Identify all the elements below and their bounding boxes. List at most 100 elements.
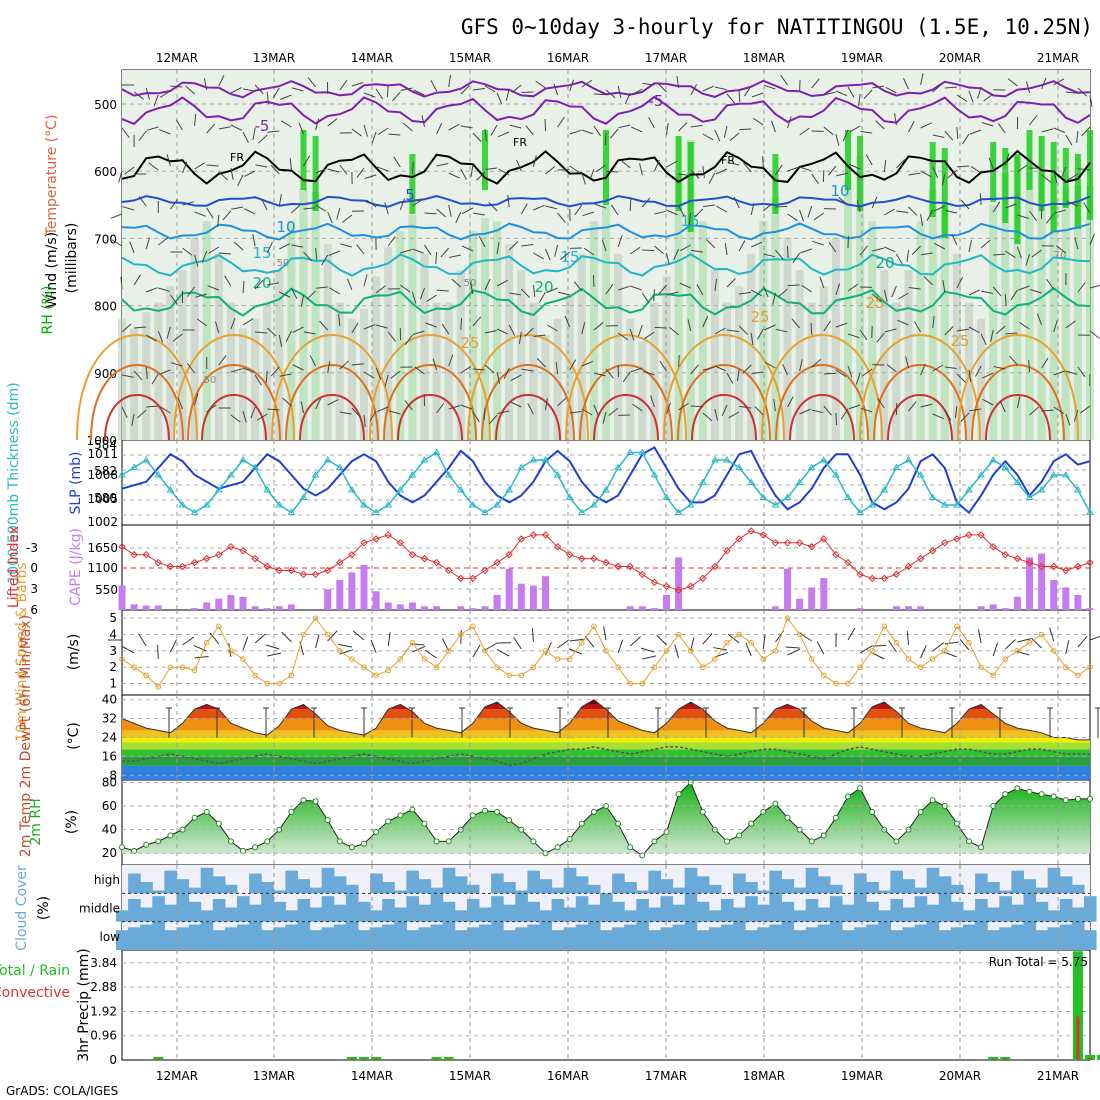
- temp-contour-label: 25: [460, 334, 479, 352]
- wind-barb: [792, 252, 801, 264]
- wind-barb: [328, 250, 340, 256]
- cloud-mid-bar: [999, 896, 1012, 922]
- wind-barb: [224, 275, 232, 287]
- li-point: [481, 566, 489, 575]
- thickness-point: [323, 456, 332, 463]
- wind-barb: [1004, 293, 1007, 307]
- wind-barb: [702, 204, 715, 208]
- slp-right-tick: 1011: [87, 447, 118, 461]
- wind-barb: [255, 164, 268, 168]
- precip-conv-bar: [350, 1058, 354, 1060]
- date-label-bottom: 15MAR: [449, 1069, 491, 1083]
- wind-barb: [666, 209, 678, 216]
- wind-barb: [145, 366, 148, 379]
- rh2m-point: [1062, 797, 1069, 804]
- cloud-ylabel: Cloud Cover: [14, 865, 30, 951]
- wind-barb: [980, 290, 993, 294]
- wind-barb: [581, 79, 593, 88]
- wind-barb: [230, 317, 236, 330]
- cloud-low-bar: [612, 927, 625, 950]
- wind-barb: [657, 83, 667, 93]
- wind-barb: [744, 85, 752, 97]
- wind-barb: [828, 241, 837, 253]
- wind-barb: [960, 199, 970, 210]
- li-point: [602, 558, 610, 567]
- wind-barb: [377, 127, 389, 135]
- wind-barb: [944, 130, 954, 141]
- wind10-point: [337, 648, 343, 654]
- wind10-barb: [992, 642, 999, 657]
- wind-barb: [1016, 396, 1021, 409]
- rh-column: [928, 188, 937, 440]
- rh-column: [626, 318, 635, 440]
- cloud-low-bar: [128, 927, 141, 950]
- upper-ylabel-rh: RH (%): [40, 286, 56, 335]
- wind-barb: [520, 288, 530, 298]
- wind-barb: [968, 90, 974, 103]
- wind10-point: [312, 615, 319, 621]
- wind-barb: [1041, 77, 1047, 90]
- wind-barb: [315, 204, 327, 212]
- cloud-high-bar: [224, 884, 238, 894]
- li-point: [1049, 562, 1058, 571]
- cape-bar: [529, 585, 537, 610]
- rh2m-point: [1087, 795, 1093, 802]
- wind-barb: [1065, 134, 1073, 146]
- thickness-point: [977, 471, 985, 478]
- wind-barb: [871, 196, 878, 209]
- rh-column: [251, 318, 260, 440]
- cloud-high-bar: [805, 867, 819, 894]
- wind-barb: [280, 120, 292, 128]
- wind-barb: [847, 365, 853, 378]
- wind-barb: [891, 285, 897, 298]
- rh-column: [118, 318, 126, 440]
- rh-moist-core: [1087, 130, 1093, 220]
- rh-column: [456, 270, 465, 440]
- wind-barb: [186, 363, 195, 374]
- rh-column: [1061, 188, 1070, 440]
- thickness-point: [311, 471, 320, 478]
- wind10-barb: [656, 634, 667, 646]
- thickness-point: [287, 508, 296, 515]
- wind-barb: [956, 277, 963, 289]
- precip-total-bar: [359, 1057, 369, 1060]
- wind-barb: [1041, 128, 1054, 133]
- li-point: [638, 570, 647, 579]
- slp-line: [121, 446, 1091, 515]
- wind-barb: [1046, 278, 1055, 290]
- cloud-mid-bar: [261, 893, 274, 922]
- cloud-high-bar: [285, 870, 298, 894]
- wind10-point: [216, 623, 222, 630]
- wind-barb: [847, 86, 855, 98]
- cape-bar: [1013, 596, 1021, 610]
- cloud-low-bar: [382, 924, 395, 950]
- wind-barb: [690, 249, 703, 253]
- temp-dome: [887, 394, 953, 441]
- cloud-low-bar: [503, 930, 516, 950]
- cape-bar: [287, 604, 295, 610]
- li-point: [686, 582, 695, 590]
- wind-barb: [1005, 250, 1016, 258]
- thickness-point: [904, 456, 913, 463]
- wind-barb: [875, 120, 885, 130]
- wind10-barb: [713, 647, 728, 651]
- wind-barb: [632, 403, 643, 412]
- rh2m-ylabel: 2m RH: [28, 798, 44, 845]
- rh2m-point: [760, 808, 767, 815]
- wind-barb: [158, 287, 170, 292]
- wind-barb: [138, 130, 147, 141]
- cloud-mid-bar: [128, 899, 141, 922]
- thickness-point: [529, 456, 538, 463]
- wind-barb: [714, 279, 718, 292]
- cloud-mid-bar: [805, 899, 819, 922]
- wind-barb: [743, 162, 752, 173]
- wind-barb: [473, 212, 486, 216]
- cloud-high-bar: [672, 887, 686, 894]
- wind10-point: [155, 684, 162, 690]
- wind-barb: [497, 410, 510, 414]
- wind-barb: [911, 245, 921, 255]
- wind-barb: [411, 291, 417, 304]
- li-point: [215, 550, 223, 559]
- temp-contour: [121, 194, 1091, 208]
- wind-barb: [933, 242, 946, 250]
